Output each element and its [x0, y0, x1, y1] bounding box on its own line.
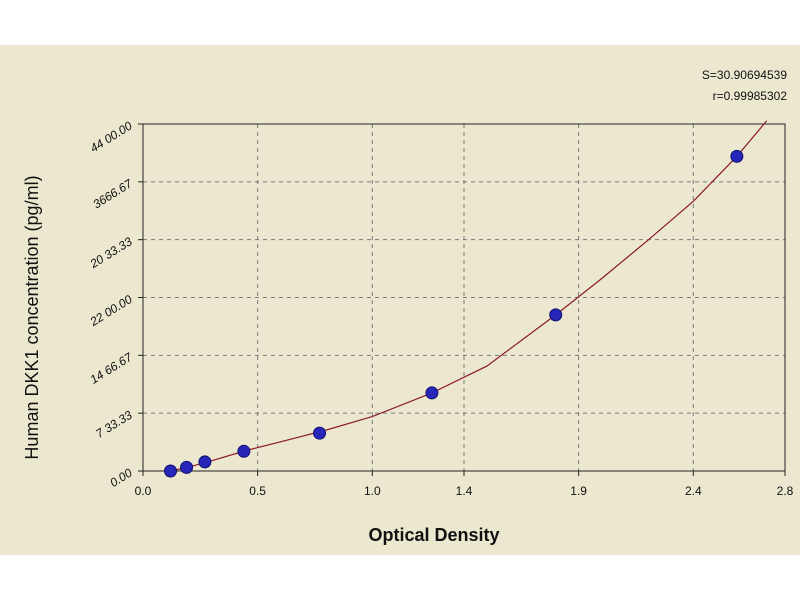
- data-point: [237, 444, 251, 458]
- data-point: [730, 149, 744, 163]
- y-tick-label: 0.00: [107, 466, 135, 490]
- y-tick-label: 14 66.67: [88, 349, 136, 386]
- x-tick-label: 0.5: [249, 484, 266, 498]
- x-tick-label: 1.9: [570, 484, 587, 498]
- tick-marks: [138, 123, 786, 476]
- x-tick-label: 1.0: [364, 484, 381, 498]
- data-point: [164, 464, 178, 478]
- y-axis-label: Human DKK1 concentration (pg/ml): [22, 175, 42, 459]
- grid-lines: [143, 123, 786, 471]
- x-tick-label: 2.4: [685, 484, 702, 498]
- y-tick-label: 20 33.33: [87, 234, 135, 271]
- x-tick-labels: 0.0 0.5 1.0 1.4 1.9 2.4 2.8: [135, 484, 794, 498]
- scatter-chart: 0.00 7 33.33 14 66.67 22 00.00 20 33.33 3666.…: [22, 68, 794, 545]
- chart-frame: 0.00 7 33.33 14 66.67 22 00.00 20 33.33 3666.…: [0, 45, 800, 555]
- stat-s-value: S=30.90694539: [702, 68, 787, 82]
- x-tick-label: 0.0: [135, 484, 152, 498]
- data-point: [425, 386, 439, 400]
- x-tick-label: 1.4: [456, 484, 473, 498]
- x-tick-label: 2.8: [777, 484, 794, 498]
- x-axis-label: Optical Density: [368, 525, 499, 545]
- data-point: [180, 460, 194, 474]
- y-tick-label: 3666.67: [90, 176, 135, 212]
- y-tick-labels: 0.00 7 33.33 14 66.67 22 00.00 20 33.33 3666.…: [87, 119, 136, 490]
- data-point: [198, 455, 212, 469]
- y-tick-label: 44 00.00: [88, 119, 135, 156]
- data-point: [549, 308, 563, 322]
- y-tick-label: 7 33.33: [93, 408, 135, 441]
- stat-r-value: r=0.99985302: [713, 89, 788, 103]
- fit-curve: [170, 120, 768, 472]
- y-tick-label: 22 00.00: [87, 292, 135, 329]
- data-point: [313, 426, 327, 440]
- data-points: [164, 149, 744, 478]
